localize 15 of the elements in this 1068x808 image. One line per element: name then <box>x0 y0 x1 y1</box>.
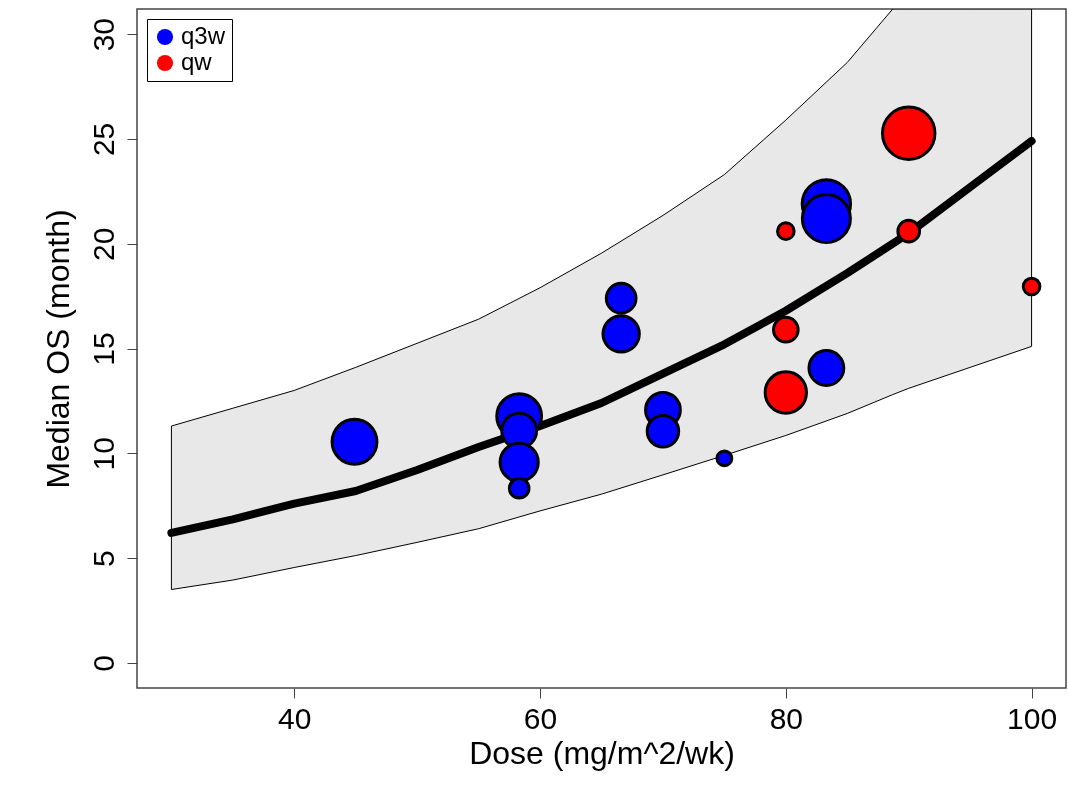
x-tick-label: 100 <box>1007 701 1058 735</box>
y-tick-label: 15 <box>86 332 120 366</box>
y-tick-label: 30 <box>86 17 120 52</box>
x-tick-label: 40 <box>278 701 312 735</box>
x-tick-label: 80 <box>769 701 804 735</box>
y-tick-label: 20 <box>86 227 120 261</box>
legend-label: qw <box>181 48 213 75</box>
y-tick-label: 25 <box>86 122 120 157</box>
x-axis-title: Dose (mg/m^2/wk) <box>469 734 735 771</box>
y-tick-label: 5 <box>86 550 120 567</box>
y-tick-label: 0 <box>86 655 120 672</box>
y-axis-title: Median OS (month) <box>39 209 76 489</box>
legend-label: q3w <box>181 22 226 49</box>
x-tick-label: 60 <box>523 701 558 735</box>
y-tick-label: 10 <box>86 437 120 471</box>
